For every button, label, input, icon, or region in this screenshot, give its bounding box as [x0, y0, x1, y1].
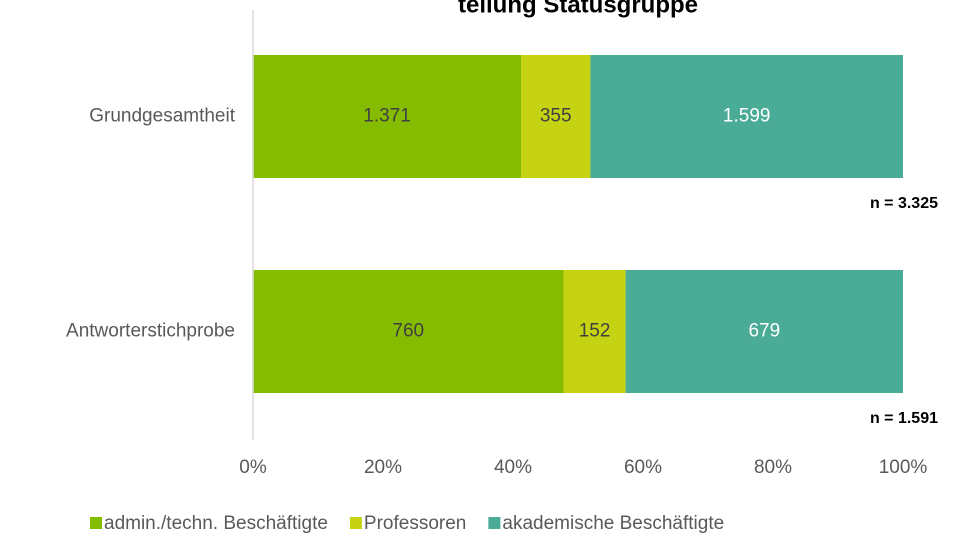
- annotation: n = 3.325: [870, 195, 938, 212]
- category-label: Antworterstichprobe: [66, 321, 235, 342]
- annotation: n = 1.591: [870, 410, 938, 427]
- value-label: 679: [748, 321, 780, 342]
- bar-segment: [563, 270, 626, 393]
- bar-segment: [590, 55, 903, 178]
- value-label: 1.599: [723, 106, 771, 127]
- legend-label: admin./techn. Beschäftigte: [104, 513, 328, 534]
- bar-segment: [625, 270, 903, 393]
- legend-label: Professoren: [364, 513, 466, 534]
- legend-swatch: [488, 517, 501, 529]
- value-label: 355: [540, 106, 572, 127]
- value-label: 760: [392, 321, 424, 342]
- x-tick-label: 0%: [239, 457, 267, 478]
- bar-segment: [253, 55, 522, 178]
- x-tick-label: 60%: [624, 457, 662, 478]
- x-tick-label: 20%: [364, 457, 402, 478]
- legend-label: akademische Beschäftigte: [502, 513, 724, 534]
- value-label: 152: [579, 321, 611, 342]
- chart-title: teilung Statusgruppe: [458, 0, 698, 18]
- x-tick-label: 40%: [494, 457, 532, 478]
- x-tick-label: 80%: [754, 457, 792, 478]
- bar-segment: [253, 270, 564, 393]
- x-tick-label: 100%: [879, 457, 928, 478]
- bar-segment: [521, 55, 591, 178]
- legend-swatch: [349, 517, 362, 529]
- value-label: 1.371: [363, 106, 411, 127]
- legend-swatch: [90, 517, 102, 529]
- category-label: Grundgesamtheit: [89, 106, 235, 127]
